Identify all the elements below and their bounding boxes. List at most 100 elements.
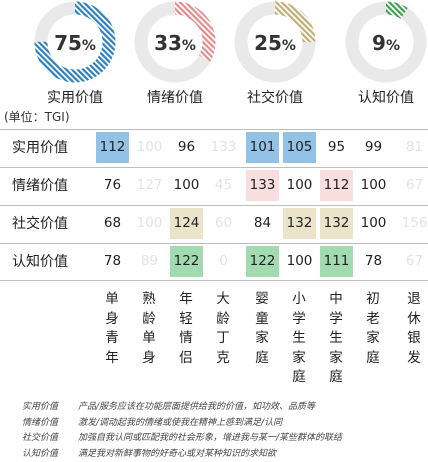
table-cell: 133: [246, 170, 279, 201]
donut-value: 33%: [125, 31, 225, 55]
table-cell: 100: [283, 246, 316, 277]
column-label: 大龄丁克: [213, 290, 233, 368]
table-cell: 122: [170, 246, 203, 277]
percent-sign: %: [82, 38, 96, 54]
donut-value-number: 75: [54, 31, 82, 55]
table-cell: 78: [357, 246, 390, 277]
column-label-char: 退: [404, 290, 424, 310]
column-label-char: 龄: [213, 310, 233, 330]
column-label-char: 庭: [326, 368, 346, 388]
percent-sign: %: [182, 38, 196, 54]
column-label: 退休银发: [404, 290, 424, 368]
donut-value: 9%: [336, 31, 428, 55]
note-term: 情绪价值: [22, 416, 78, 432]
table-cell: 101: [246, 132, 279, 163]
column-label-char: 发: [404, 349, 424, 369]
table-cell: 105: [283, 132, 316, 163]
column-label: 小学生家庭: [289, 290, 309, 388]
table-cell: 100: [357, 208, 390, 239]
column-label-char: 老: [363, 310, 383, 330]
table-cell: 67: [398, 170, 428, 201]
column-label-char: 庭: [289, 368, 309, 388]
table-cell: 100: [357, 170, 390, 201]
column-label-char: 轻: [176, 310, 196, 330]
note-row: 情绪价值激发/调动起我的情绪或使我在精神上感到满足/认同: [22, 416, 342, 432]
donut-label: 情绪价值: [125, 87, 225, 107]
table-cell: 95: [320, 132, 353, 163]
table-cell: 100: [133, 132, 166, 163]
table-cell: 0: [207, 246, 240, 277]
column-label-char: 身: [139, 349, 159, 369]
column-label: 年轻情侣: [176, 290, 196, 368]
column-label: 初老家庭: [363, 290, 383, 368]
table-cell: 89: [133, 246, 166, 277]
note-desc: 激发/调动起我的情绪或使我在精神上感到满足/认同: [78, 418, 282, 428]
column-label-char: 学: [326, 310, 346, 330]
row-label: 社交价值: [12, 206, 92, 242]
column-label-char: 青: [102, 329, 122, 349]
table-cell: 100: [133, 208, 166, 239]
column-label-char: 克: [213, 349, 233, 369]
column-label-char: 童: [252, 310, 272, 330]
donut-label: 认知价值: [336, 87, 428, 107]
donut-value-number: 9: [372, 31, 386, 55]
column-label-char: 家: [252, 329, 272, 349]
table-cell: 67: [398, 246, 428, 277]
unit-label: (单位：TGI): [4, 108, 70, 125]
column-label: 婴童家庭: [252, 290, 272, 368]
table-cell: 84: [246, 208, 279, 239]
donut-value: 75%: [25, 31, 125, 55]
column-label-char: 熟: [139, 290, 159, 310]
table-cell: 100: [283, 170, 316, 201]
note-term: 实用价值: [22, 400, 78, 416]
table-cell: 122: [246, 246, 279, 277]
column-label-char: 小: [289, 290, 309, 310]
table-cell: 81: [398, 132, 428, 163]
donut-value-number: 25: [254, 31, 282, 55]
table-cell: 76: [96, 170, 129, 201]
column-label-char: 银: [404, 329, 424, 349]
column-label-char: 婴: [252, 290, 272, 310]
table-cell: 156: [398, 208, 428, 239]
column-label-char: 生: [326, 329, 346, 349]
column-label-char: 单: [102, 290, 122, 310]
percent-sign: %: [282, 38, 296, 54]
table-cell: 124: [170, 208, 203, 239]
column-label-char: 龄: [139, 310, 159, 330]
column-label-char: 情: [176, 329, 196, 349]
table-cell: 132: [320, 208, 353, 239]
table-cell: 78: [96, 246, 129, 277]
column-label: 中学生家庭: [326, 290, 346, 388]
donut-label: 实用价值: [25, 87, 125, 107]
table-cell: 100: [170, 170, 203, 201]
column-label-char: 中: [326, 290, 346, 310]
donut-value: 25%: [225, 31, 325, 55]
donut-value-number: 33: [154, 31, 182, 55]
column-label-char: 家: [289, 349, 309, 369]
row-label: 情绪价值: [12, 168, 92, 204]
column-label-char: 年: [102, 349, 122, 369]
note-row: 实用价值产品/服务应该在功能层面提供给我的价值，如功效、品质等: [22, 400, 342, 416]
note-desc: 加强自我认同或匹配我的社会形象，增进我与某一/某些群体的联结: [78, 433, 342, 443]
table-cell: 112: [320, 170, 353, 201]
column-label-char: 庭: [252, 349, 272, 369]
column-label-char: 身: [102, 310, 122, 330]
column-label-char: 侣: [176, 349, 196, 369]
row-label: 认知价值: [12, 244, 92, 280]
table-cell: 60: [207, 208, 240, 239]
table-cell: 132: [283, 208, 316, 239]
column-label-char: 庭: [363, 349, 383, 369]
column-label: 熟龄单身: [139, 290, 159, 368]
note-term: 社交价值: [22, 431, 78, 447]
column-label-char: 年: [176, 290, 196, 310]
column-label-char: 生: [289, 329, 309, 349]
column-label-char: 单: [139, 329, 159, 349]
donut-label: 社交价值: [225, 87, 325, 107]
column-label-char: 家: [326, 349, 346, 369]
note-desc: 产品/服务应该在功能层面提供给我的价值，如功效、品质等: [78, 402, 315, 412]
table-cell: 111: [320, 246, 353, 277]
row-label: 实用价值: [12, 130, 92, 166]
